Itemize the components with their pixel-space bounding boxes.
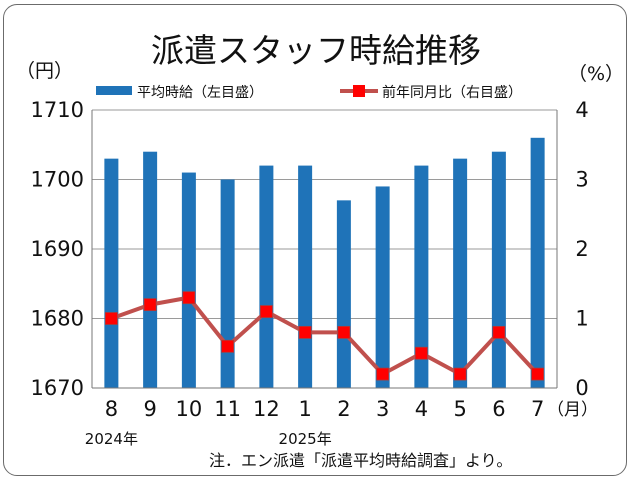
right-tick-label: 3 — [575, 168, 588, 192]
bar-8 — [104, 158, 119, 388]
yoy-marker-12 — [259, 305, 273, 318]
bar-series — [104, 137, 545, 388]
bar-2 — [336, 200, 351, 388]
x-tick-label: 12 — [253, 397, 280, 421]
x-tick-label: 10 — [176, 397, 203, 421]
x-tick-label: 11 — [214, 397, 241, 421]
bar-6 — [491, 151, 506, 388]
right-tick-label: 4 — [575, 98, 588, 122]
yoy-marker-1 — [298, 325, 312, 339]
yoy-marker-11 — [221, 339, 235, 353]
bar-5 — [453, 158, 468, 388]
yoy-marker-8 — [104, 312, 118, 325]
x-tick-label: 4 — [415, 397, 428, 421]
bar-1 — [298, 165, 313, 388]
x-tick-label: 9 — [143, 397, 156, 421]
bar-7 — [530, 137, 545, 388]
legend-line-marker — [353, 85, 365, 97]
year-label: 2024年 — [85, 430, 138, 448]
axes — [91, 110, 558, 389]
yoy-marker-5 — [453, 367, 467, 381]
bar-4 — [414, 165, 429, 388]
left-axis-unit: （円） — [16, 60, 73, 82]
x-tick-label: 7 — [531, 397, 544, 421]
left-tick-label: 1710 — [31, 98, 84, 122]
bar-10 — [181, 172, 196, 388]
legend-bar-label: 平均時給（左目盛） — [137, 85, 263, 101]
yoy-marker-10 — [182, 291, 196, 305]
legend: 平均時給（左目盛） 前年同月比（右目盛） — [96, 84, 522, 101]
bar-11 — [220, 179, 235, 388]
legend-line-label: 前年同月比（右目盛） — [382, 84, 522, 101]
year-label: 2025年 — [279, 430, 332, 448]
x-tick-label: 2 — [337, 397, 350, 421]
x-tick-label: 6 — [492, 397, 505, 421]
x-tick-label: 3 — [376, 397, 389, 421]
yoy-marker-6 — [492, 325, 506, 339]
left-tick-label: 1700 — [31, 168, 84, 192]
yoy-marker-3 — [376, 367, 390, 381]
line-series — [104, 291, 545, 381]
x-tick-label: 5 — [453, 397, 466, 421]
right-tick-label: 1 — [575, 307, 588, 331]
bar-3 — [375, 186, 390, 388]
left-tick-label: 1670 — [31, 376, 84, 400]
chart-title: 派遣スタッフ時給推移 — [151, 31, 481, 70]
right-tick-label: 0 — [575, 376, 588, 400]
gridlines — [92, 109, 557, 319]
right-axis-unit: （%） — [568, 63, 624, 85]
right-tick-label: 2 — [575, 237, 588, 261]
yoy-marker-4 — [414, 346, 428, 360]
yoy-line — [110, 295, 540, 377]
yoy-marker-7 — [531, 367, 545, 381]
bar-12 — [259, 165, 274, 388]
x-tick-label: 1 — [298, 397, 311, 421]
left-tick-label: 1680 — [31, 307, 84, 331]
source-note: 注．エン派遣「派遣平均時給調査」より。 — [209, 451, 512, 470]
legend-bar-swatch — [96, 86, 132, 95]
yoy-marker-9 — [143, 298, 157, 312]
x-axis-unit: （月） — [547, 400, 598, 420]
yoy-marker-2 — [337, 325, 351, 339]
left-tick-label: 1690 — [31, 237, 84, 261]
bar-9 — [143, 151, 158, 388]
x-tick-label: 8 — [105, 397, 118, 421]
